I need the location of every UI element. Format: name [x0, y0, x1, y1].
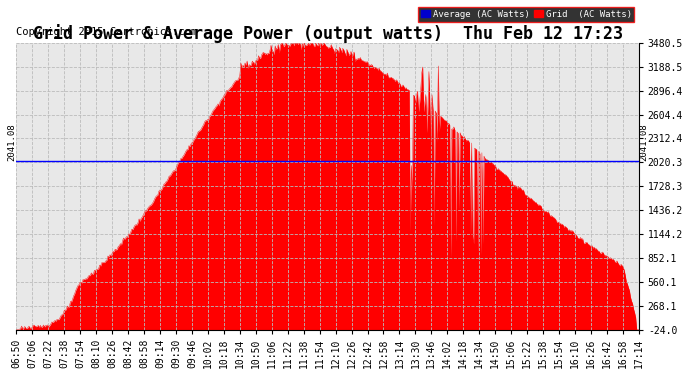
Text: 2041.08: 2041.08 [640, 123, 649, 160]
Title: Grid Power & Average Power (output watts)  Thu Feb 12 17:23: Grid Power & Average Power (output watts… [32, 24, 622, 43]
Legend: Average (AC Watts), Grid  (AC Watts): Average (AC Watts), Grid (AC Watts) [418, 7, 634, 22]
Text: Copyright 2015 Cartronics.com: Copyright 2015 Cartronics.com [17, 27, 198, 37]
Text: 2041.08: 2041.08 [7, 123, 16, 160]
